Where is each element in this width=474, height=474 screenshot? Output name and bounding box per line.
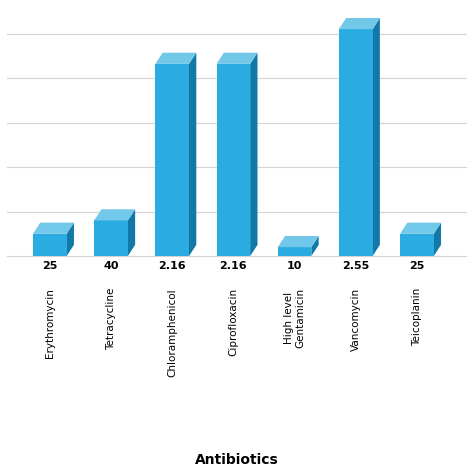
Polygon shape bbox=[217, 53, 257, 64]
X-axis label: Antibiotics: Antibiotics bbox=[195, 453, 279, 467]
Polygon shape bbox=[33, 223, 74, 234]
Text: 2.16: 2.16 bbox=[158, 262, 186, 272]
Polygon shape bbox=[189, 53, 196, 256]
Bar bbox=[217, 64, 250, 256]
Polygon shape bbox=[434, 223, 441, 256]
Polygon shape bbox=[67, 223, 74, 256]
Bar bbox=[94, 220, 128, 256]
Bar bbox=[33, 234, 67, 256]
Text: 2.55: 2.55 bbox=[342, 262, 369, 272]
Text: 25: 25 bbox=[409, 262, 425, 272]
Bar bbox=[155, 64, 189, 256]
Polygon shape bbox=[278, 236, 319, 247]
Bar bbox=[400, 234, 434, 256]
Polygon shape bbox=[311, 236, 319, 256]
Polygon shape bbox=[155, 53, 196, 64]
Text: 25: 25 bbox=[42, 262, 57, 272]
Polygon shape bbox=[339, 18, 380, 29]
Polygon shape bbox=[400, 223, 441, 234]
Polygon shape bbox=[128, 210, 135, 256]
Bar bbox=[339, 29, 373, 256]
Bar bbox=[278, 247, 311, 256]
Text: 40: 40 bbox=[103, 262, 118, 272]
Text: 10: 10 bbox=[287, 262, 302, 272]
Polygon shape bbox=[250, 53, 257, 256]
Polygon shape bbox=[94, 210, 135, 220]
Polygon shape bbox=[373, 18, 380, 256]
Text: 2.16: 2.16 bbox=[219, 262, 247, 272]
